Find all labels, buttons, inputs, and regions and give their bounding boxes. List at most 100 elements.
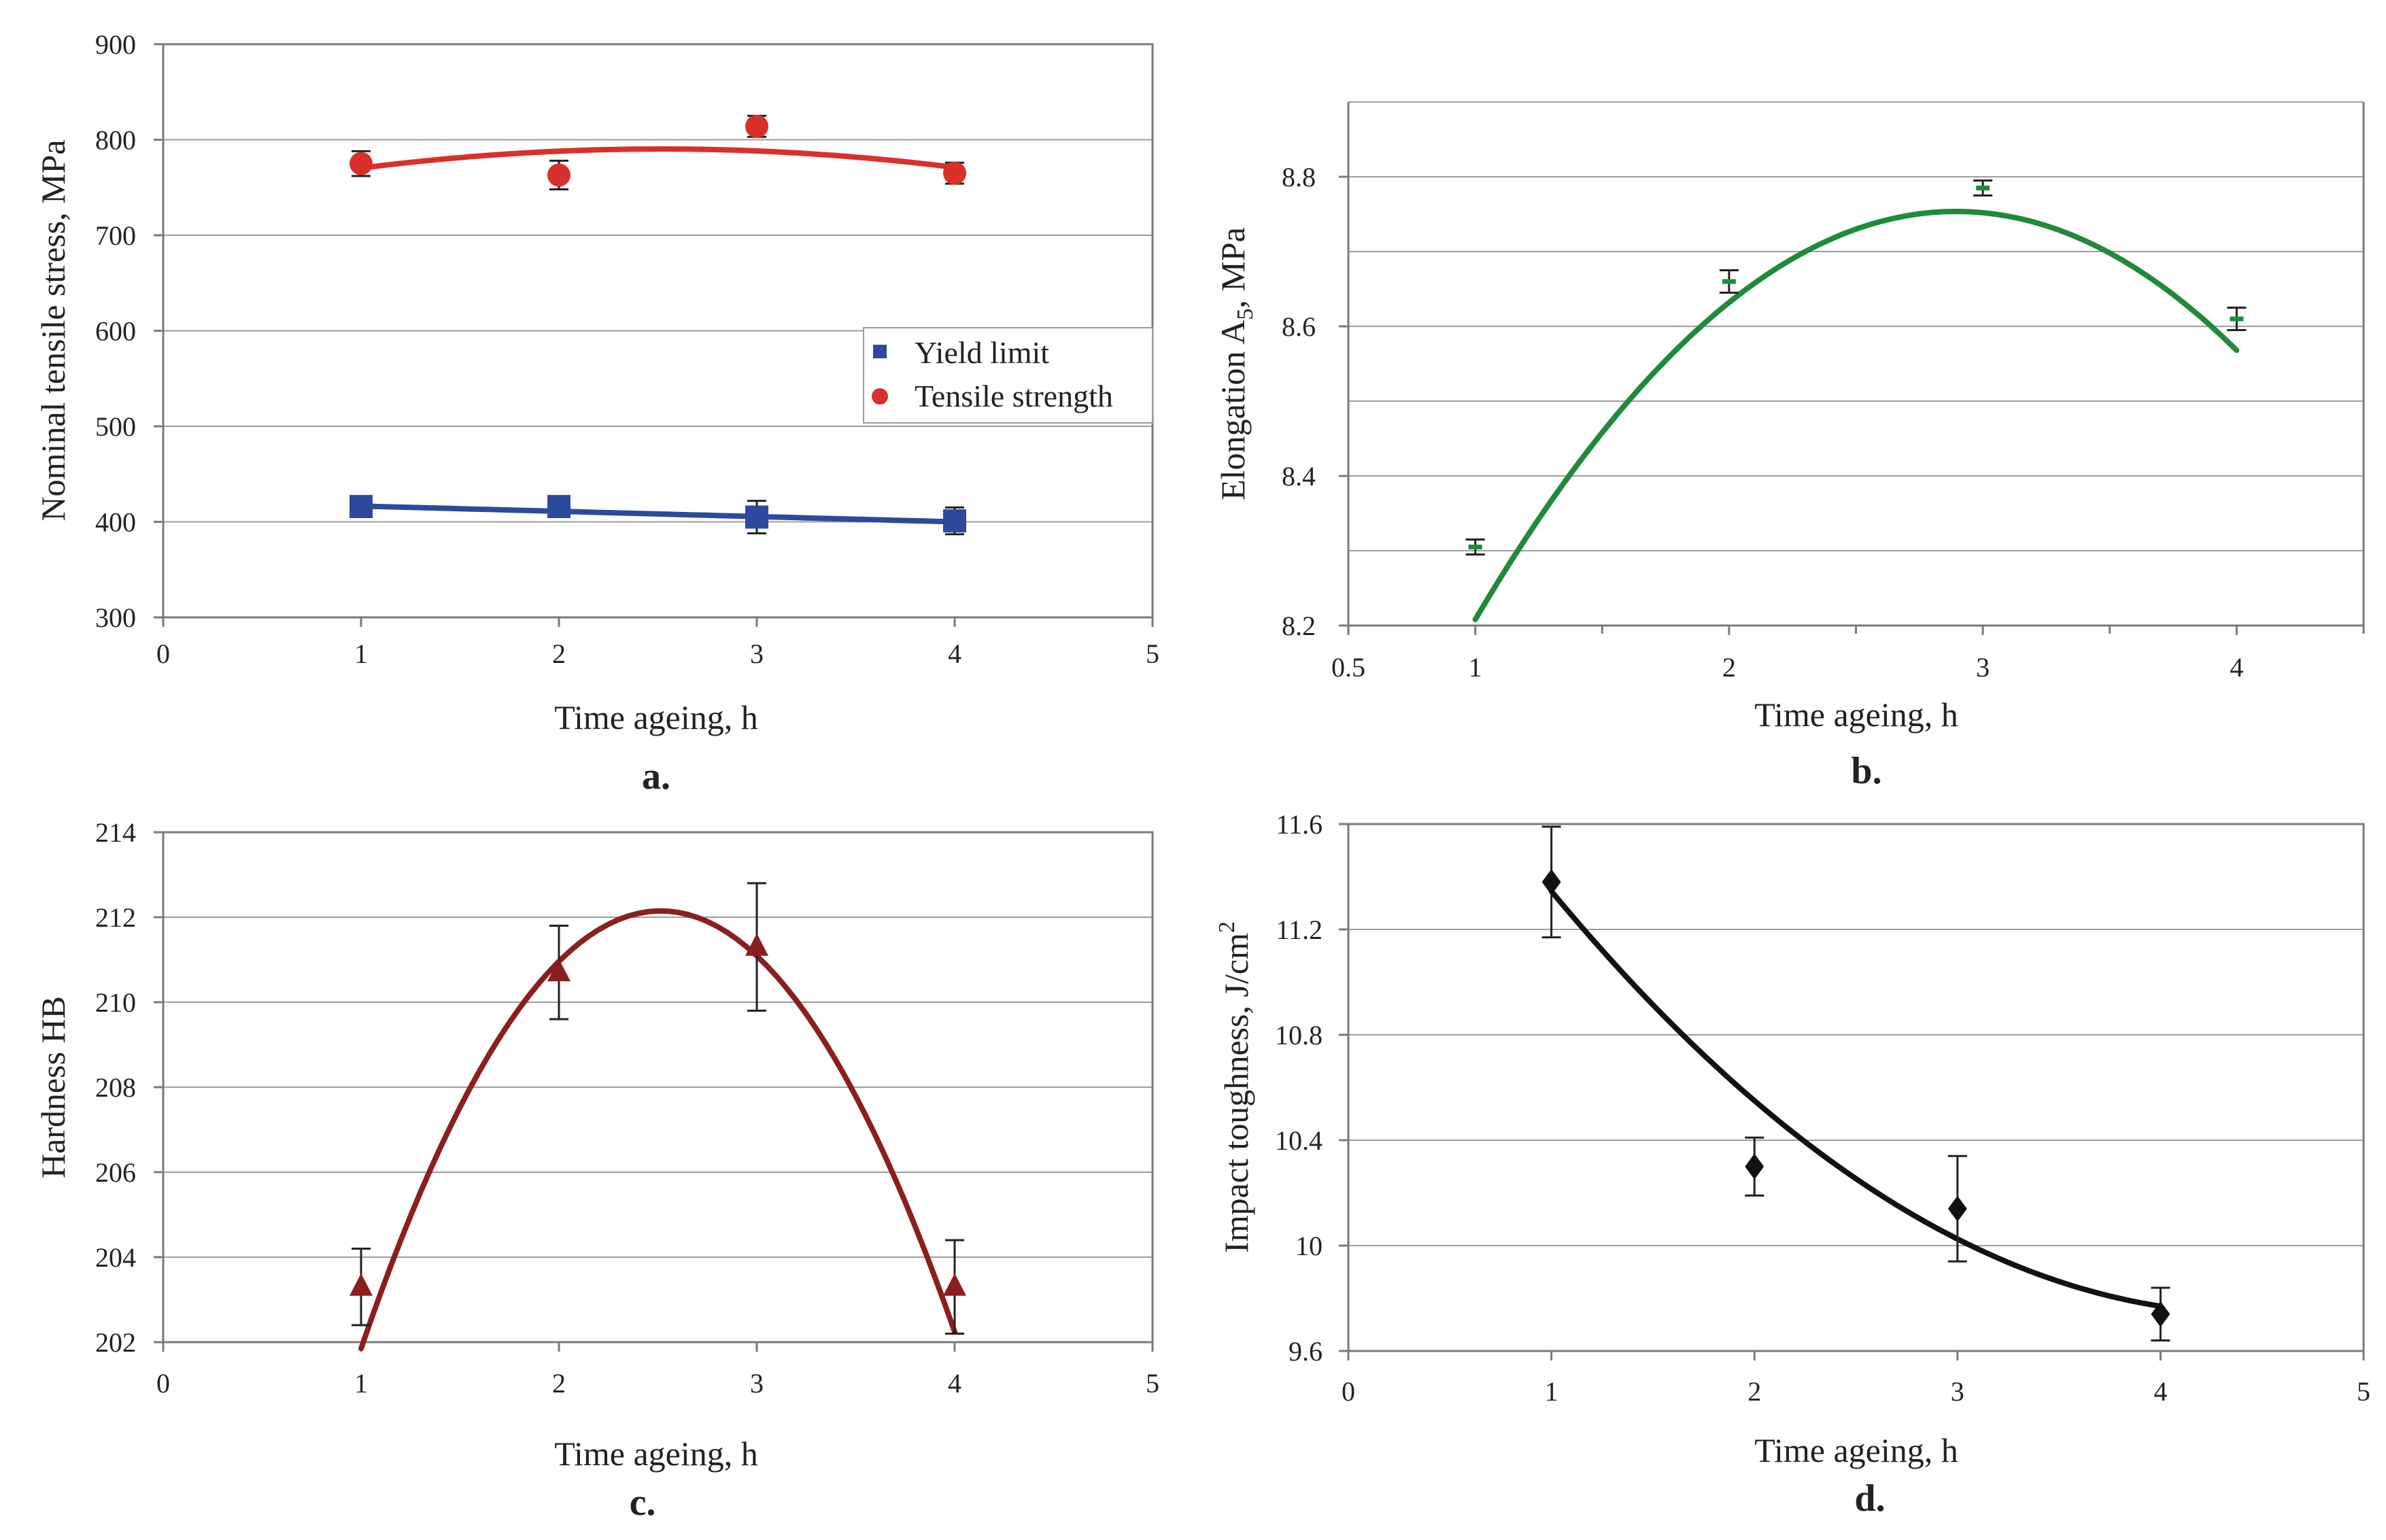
y-tick-label: 8.6 bbox=[1282, 311, 1316, 342]
panel-d-y-ticks: 9.6 10 10.4 10.8 11.2 11.6 bbox=[1275, 809, 1348, 1367]
x-tick-label: 5 bbox=[2357, 1376, 2370, 1407]
panel-d-letter: d. bbox=[1854, 1477, 1885, 1520]
panel-b-y-label-sub: 5 bbox=[1233, 309, 1258, 320]
data-point bbox=[943, 509, 966, 533]
data-point bbox=[1947, 1195, 1967, 1222]
x-tick-label: 4 bbox=[2153, 1376, 2167, 1407]
fit-curve-impact-toughness bbox=[1548, 888, 2164, 1310]
legend-marker-tensile-strength bbox=[872, 388, 888, 405]
panel-c-data-marks bbox=[350, 882, 966, 1335]
panel-a-x-ticks: 0 1 2 3 4 5 bbox=[156, 617, 1159, 669]
panel-a-y-axis-label: Nominal tensile stress, MPa bbox=[34, 139, 72, 521]
x-tick-label: 3 bbox=[1976, 652, 1990, 683]
x-tick-label: 4 bbox=[948, 638, 961, 669]
x-tick-label: 1 bbox=[354, 638, 368, 669]
panel-d-grid bbox=[1348, 823, 2364, 1246]
x-tick-label: 2 bbox=[552, 1368, 566, 1399]
panel-c-letter: c. bbox=[630, 1482, 656, 1524]
panel-b-data-marks bbox=[1465, 179, 2247, 555]
panel-d-y-axis-label: Impact toughness, J/cm2 bbox=[1214, 921, 1255, 1253]
x-tick-label: 5 bbox=[1146, 638, 1159, 669]
data-point bbox=[350, 1273, 373, 1296]
x-tick-label: 4 bbox=[948, 1368, 961, 1399]
x-tick-label: 0.5 bbox=[1331, 652, 1365, 683]
panel-a: 300 400 500 600 700 800 900 0 1 2 3 4 5 Time ageing… bbox=[34, 29, 1159, 798]
panel-c-y-ticks: 202 204 206 208 210 212 214 bbox=[95, 817, 163, 1358]
panel-c-y-axis-label: Hardness HB bbox=[34, 996, 72, 1178]
x-tick-label: 4 bbox=[2230, 652, 2243, 683]
panel-b-letter: b. bbox=[1851, 750, 1881, 792]
x-tick-label: 0 bbox=[156, 638, 170, 669]
x-tick-label: 1 bbox=[354, 1368, 368, 1399]
panel-b-y-label-tail: , MPa bbox=[1214, 227, 1252, 308]
fit-curve-elongation bbox=[1472, 208, 2240, 623]
panel-a-letter: a. bbox=[642, 755, 670, 798]
panel-a-legend: Yield limit Tensile strength bbox=[863, 327, 1153, 424]
y-tick-label: 10.8 bbox=[1275, 1020, 1323, 1050]
y-tick-label: 600 bbox=[95, 316, 136, 347]
x-tick-label: 1 bbox=[1545, 1376, 1558, 1407]
legend-box bbox=[863, 327, 1153, 424]
data-point bbox=[943, 1273, 966, 1296]
legend-label-tensile-strength: Tensile strength bbox=[915, 379, 1113, 413]
fit-curve-tensile-strength bbox=[358, 146, 957, 171]
legend-label-yield-limit: Yield limit bbox=[915, 335, 1049, 370]
data-point bbox=[1541, 869, 1561, 895]
y-tick-label: 10.4 bbox=[1275, 1125, 1323, 1156]
y-tick-label: 206 bbox=[95, 1157, 136, 1188]
panel-d-data-marks bbox=[1541, 825, 2170, 1341]
panel-c-fit-curve bbox=[358, 908, 957, 1352]
panel-b-grid bbox=[1348, 101, 2364, 551]
data-point bbox=[547, 959, 570, 982]
panel-b-fit-curve bbox=[1472, 208, 2240, 623]
fit-curve-yield-limit bbox=[358, 503, 957, 525]
y-tick-label: 8.4 bbox=[1282, 461, 1316, 492]
y-tick-label: 9.6 bbox=[1289, 1336, 1323, 1367]
x-tick-label: 0 bbox=[156, 1368, 170, 1399]
y-tick-label: 500 bbox=[95, 411, 136, 442]
y-tick-label: 208 bbox=[95, 1072, 136, 1103]
panel-d-y-label-sup: 2 bbox=[1214, 921, 1240, 933]
y-tick-label: 300 bbox=[95, 602, 136, 633]
panel-d: 9.6 10 10.4 10.8 11.2 11.6 0 1 2 3 4 5 Time ageing… bbox=[1214, 809, 2370, 1520]
x-tick-label: 5 bbox=[1146, 1368, 1159, 1399]
x-tick-label: 3 bbox=[750, 1368, 764, 1399]
panel-a-data-marks bbox=[350, 114, 966, 536]
x-tick-label: 3 bbox=[750, 638, 764, 669]
panel-d-y-label-main: Impact toughness, J/cm bbox=[1217, 933, 1255, 1253]
panel-d-x-axis-label: Time ageing, h bbox=[1754, 1431, 1958, 1469]
panel-a-grid bbox=[163, 44, 1153, 523]
y-tick-label: 8.8 bbox=[1282, 162, 1316, 192]
data-point bbox=[350, 495, 373, 519]
panel-c-grid bbox=[163, 832, 1153, 1258]
data-point bbox=[745, 114, 768, 138]
y-tick-label: 214 bbox=[95, 817, 136, 848]
y-tick-label: 204 bbox=[95, 1242, 136, 1273]
data-point bbox=[2151, 1301, 2170, 1327]
x-tick-label: 2 bbox=[1722, 652, 1736, 683]
panel-c-x-ticks: 0 1 2 3 4 5 bbox=[156, 1342, 1159, 1399]
y-tick-label: 210 bbox=[95, 987, 136, 1018]
panel-b-y-ticks: 8.2 8.4 8.6 8.8 bbox=[1282, 162, 1348, 641]
x-tick-label: 2 bbox=[1748, 1376, 1761, 1407]
data-point bbox=[547, 163, 570, 187]
y-tick-label: 11.6 bbox=[1276, 809, 1323, 840]
panel-a-fit-curves bbox=[358, 146, 957, 525]
x-tick-label: 1 bbox=[1469, 652, 1482, 683]
data-point bbox=[745, 933, 768, 956]
data-point bbox=[1745, 1153, 1765, 1180]
panel-a-y-ticks: 300 400 500 600 700 800 900 bbox=[95, 29, 163, 633]
data-point bbox=[547, 495, 570, 519]
data-point bbox=[745, 505, 768, 529]
panel-b-x-axis-label: Time ageing, h bbox=[1754, 696, 1958, 734]
panel-d-plot-frame bbox=[1347, 823, 2365, 1352]
y-tick-label: 212 bbox=[95, 902, 136, 933]
panel-b-y-label-main: Elongation A bbox=[1214, 320, 1252, 500]
x-tick-label: 2 bbox=[552, 638, 566, 669]
y-tick-label: 400 bbox=[95, 507, 136, 538]
data-point bbox=[943, 161, 966, 185]
panel-d-x-ticks: 0 1 2 3 4 5 bbox=[1342, 1351, 2370, 1407]
data-point bbox=[350, 152, 373, 175]
y-tick-label: 10 bbox=[1295, 1231, 1323, 1261]
